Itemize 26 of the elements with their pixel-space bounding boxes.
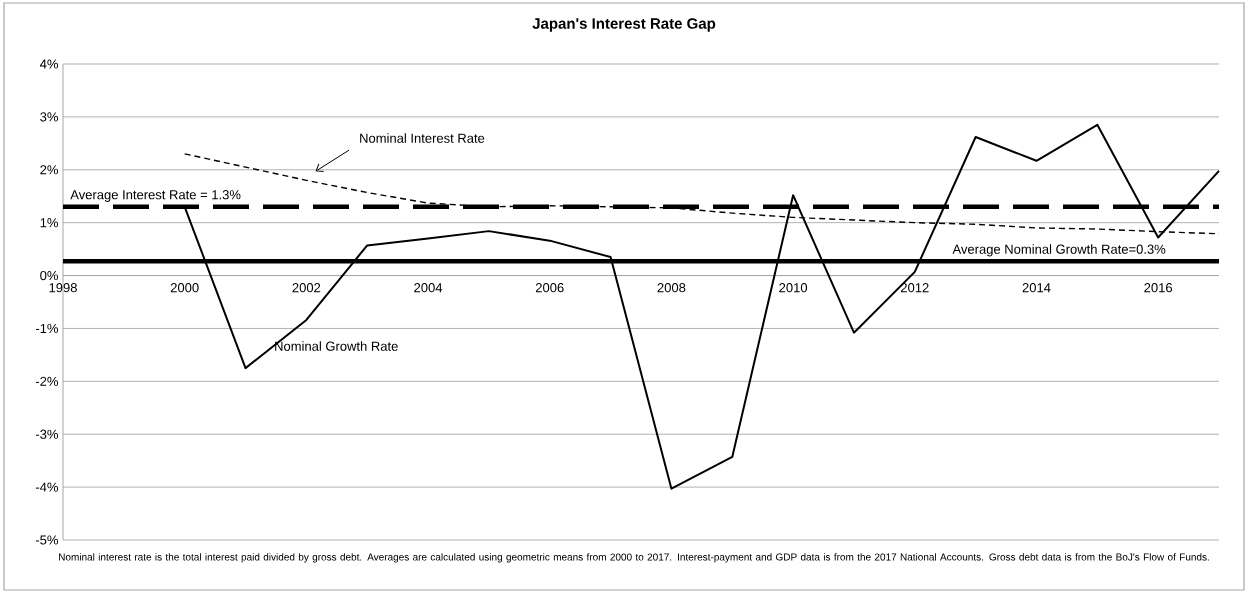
x-tick-label: 2002	[292, 283, 321, 293]
x-tick-label: 2006	[535, 283, 564, 293]
y-tick-label: 3%	[40, 112, 58, 122]
x-tick-label: 2000	[170, 283, 199, 293]
y-tick-label: 2%	[40, 165, 58, 175]
x-tick-label: 2016	[1144, 283, 1173, 293]
y-tick-label: -5%	[35, 535, 58, 545]
x-tick-label: 2004	[414, 283, 443, 293]
x-tick-label: 2010	[779, 283, 808, 293]
text: Nominal Interest Rate	[360, 133, 485, 143]
x-tick-label: 2014	[1022, 283, 1051, 293]
text: Nominal interest rate is the total interest paid divided by gross debt. Averages are calculated using geometric means from 2000 to 2017. Interest-payment and GDP data is from the 2017 National Accounts. Gross debt data is from the BoJ's Flow of Funds.	[59, 553, 1209, 563]
y-tick-label: 4%	[39, 59, 58, 69]
x-tick-label: 2012	[900, 283, 929, 293]
y-tick-label: -2%	[35, 376, 58, 386]
x-tick-label: 1998	[49, 283, 77, 293]
ref-line-label: Average Nominal Growth Rate=0.3%	[952, 244, 1166, 257]
series-label: Nominal Growth Rate	[275, 341, 398, 351]
y-tick-label: -3%	[35, 429, 58, 439]
y-tick-label: -1%	[35, 323, 58, 333]
y-tick-label: -4%	[35, 482, 58, 492]
ref-line-label: Average Interest Rate = 1.3%	[70, 190, 241, 202]
chart-title: Japan's Interest Rate Gap	[532, 18, 716, 32]
x-tick-label: 2008	[657, 283, 686, 293]
y-tick-label: 0%	[40, 270, 58, 281]
y-tick-label: 1%	[40, 218, 58, 228]
